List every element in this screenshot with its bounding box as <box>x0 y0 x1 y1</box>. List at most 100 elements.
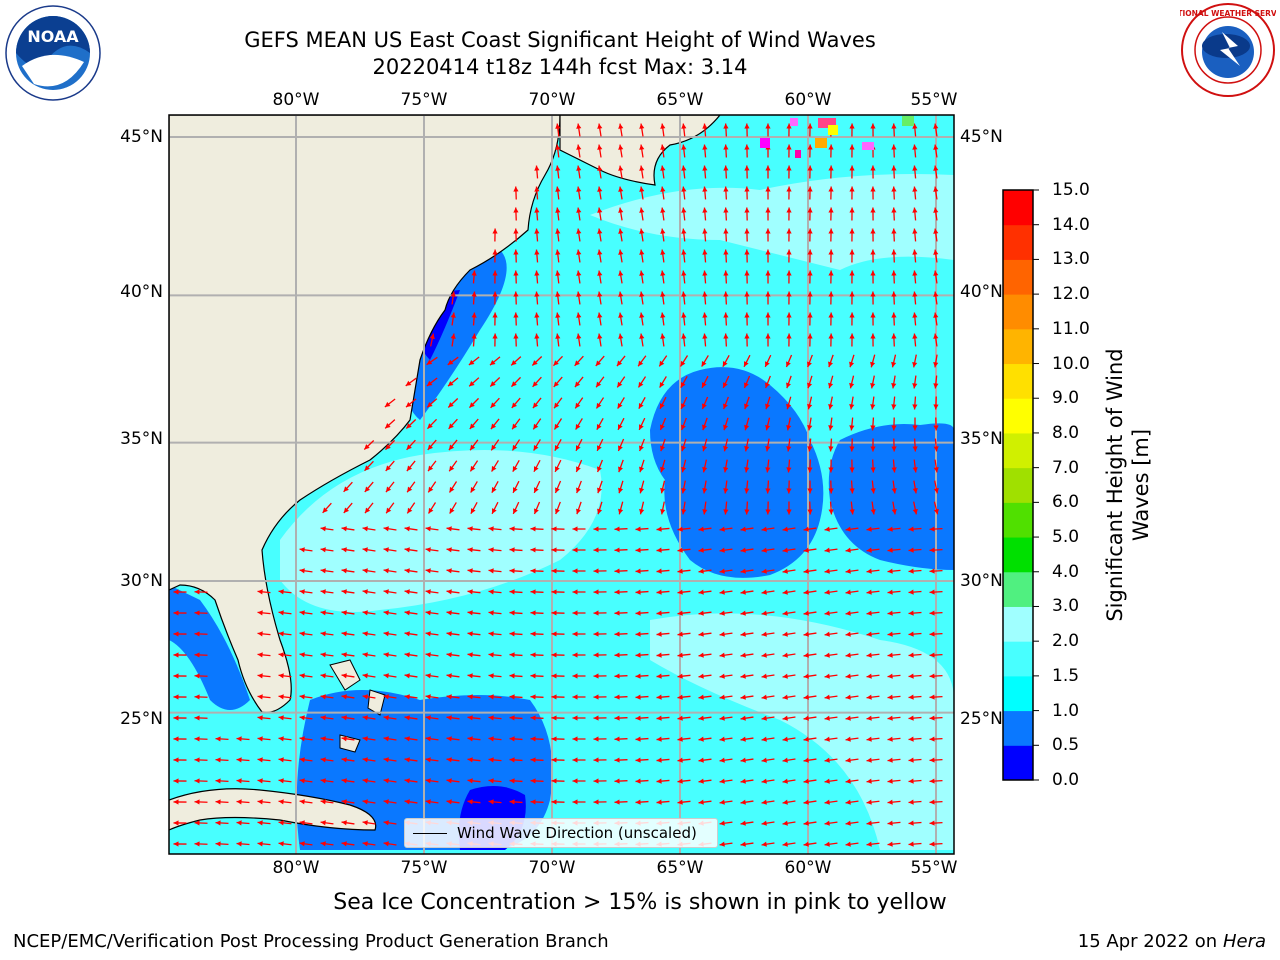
wave-direction-arrowhead <box>614 652 620 658</box>
wave-direction-arrowhead <box>761 568 767 574</box>
wave-direction-arrowhead <box>425 673 431 679</box>
wave-direction-arrowhead <box>362 589 368 595</box>
wave-direction-arrowhead <box>866 841 872 847</box>
wave-direction-arrowhead <box>723 186 729 192</box>
wave-direction-arrowhead <box>428 507 434 514</box>
wave-direction-arrowhead <box>929 568 935 574</box>
wave-direction-arrowhead <box>744 382 749 388</box>
wave-direction-arrowhead <box>660 333 666 339</box>
wave-direction-arrowhead <box>719 757 725 763</box>
wave-direction-arrowhead <box>341 568 347 574</box>
wave-direction-arrowhead <box>744 424 750 431</box>
wave-direction-arrowhead <box>257 673 263 679</box>
wave-direction-arrowhead <box>173 610 179 616</box>
wave-direction-arrowhead <box>572 715 578 721</box>
wave-direction-arrowhead <box>828 333 834 339</box>
wave-direction-arrowhead <box>215 736 221 742</box>
wave-direction-arrowhead <box>341 820 347 826</box>
wave-direction-arrowhead <box>677 799 683 805</box>
wave-direction-arrowhead <box>786 249 792 255</box>
wave-direction-arrowhead <box>639 165 645 171</box>
wave-direction-arrowhead <box>807 291 813 297</box>
wave-direction-arrowhead <box>698 736 704 742</box>
wave-direction-arrowhead <box>532 381 538 387</box>
wave-direction-arrowhead <box>555 270 561 276</box>
wave-direction-arrowhead <box>723 207 729 213</box>
colorbar-tick-label: 8.0 <box>1052 422 1080 443</box>
wave-direction-arrowhead <box>740 736 746 742</box>
wave-direction-arrowhead <box>618 186 624 192</box>
wave-direction-arrowhead <box>849 404 855 410</box>
wave-direction-arrowhead <box>614 526 620 532</box>
wave-direction-arrowhead <box>385 465 391 471</box>
lon-label-bottom: 70°W <box>528 858 576 878</box>
lon-label-bottom: 75°W <box>400 858 448 878</box>
wave-direction-arrowhead <box>828 291 834 297</box>
wave-direction-arrowhead <box>551 757 557 763</box>
wave-direction-arrowhead <box>786 488 792 494</box>
wave-direction-arrowhead <box>740 820 746 826</box>
wave-direction-arrowhead <box>677 673 683 679</box>
wave-direction-arrowhead <box>555 333 561 339</box>
wave-direction-arrowhead <box>320 715 326 721</box>
wave-direction-arrowhead <box>660 165 666 171</box>
wave-direction-arrowhead <box>912 333 918 339</box>
wave-direction-arrowhead <box>803 820 809 826</box>
wave-direction-arrowhead <box>807 165 813 171</box>
wave-direction-arrowhead <box>845 652 851 658</box>
wave-direction-arrowhead <box>807 228 813 234</box>
wave-direction-arrowhead <box>660 466 666 473</box>
wave-direction-arrowhead <box>891 467 897 473</box>
wave-direction-arrowhead <box>509 631 515 637</box>
wave-direction-arrowhead <box>362 820 368 826</box>
wave-direction-arrowhead <box>173 589 179 595</box>
wave-direction-arrowhead <box>236 778 242 784</box>
wave-direction-arrowhead <box>656 631 662 637</box>
wave-direction-arrowhead <box>659 381 665 388</box>
wave-direction-arrowhead <box>912 123 918 129</box>
wave-direction-arrowhead <box>635 547 641 553</box>
wave-direction-arrowhead <box>698 568 704 574</box>
wave-direction-arrowhead <box>807 467 813 473</box>
wave-direction-arrowhead <box>765 467 771 473</box>
colorbar-title: Significant Height of Wind Waves [m] <box>1103 348 1153 622</box>
wave-direction-arrowhead <box>912 291 918 297</box>
wave-direction-arrowhead <box>492 249 498 255</box>
wave-direction-arrowhead <box>807 312 813 318</box>
wave-direction-arrowhead <box>509 526 515 532</box>
wave-direction-arrowhead <box>912 508 918 515</box>
wave-direction-arrowhead <box>404 652 410 658</box>
colorbar-segment <box>1003 398 1033 434</box>
wave-direction-arrowhead <box>870 207 876 213</box>
wave-direction-arrowhead <box>908 673 914 679</box>
wave-direction-arrowhead <box>929 757 935 763</box>
wave-direction-arrowhead <box>701 360 707 367</box>
wave-direction-arrowhead <box>786 333 792 339</box>
lat-label-left: 35°N <box>120 429 163 449</box>
wave-direction-arrowhead <box>803 757 809 763</box>
wave-direction-arrowhead <box>512 466 518 472</box>
wave-direction-arrowhead <box>824 820 830 826</box>
wave-direction-arrowhead <box>635 757 641 763</box>
wave-direction-arrowhead <box>530 715 536 721</box>
wave-direction-arrowhead <box>639 249 645 255</box>
wave-direction-arrowhead <box>488 547 494 553</box>
wave-direction-arrowhead <box>681 291 687 297</box>
wave-direction-arrowhead <box>761 547 767 553</box>
wave-direction-arrowhead <box>870 509 876 515</box>
wave-direction-arrowhead <box>807 509 813 515</box>
wave-direction-arrowhead <box>870 467 876 473</box>
wave-direction-arrowhead <box>194 589 200 595</box>
wave-direction-arrowhead <box>660 403 665 409</box>
wave-direction-arrowhead <box>677 631 683 637</box>
wave-direction-arrowhead <box>740 694 746 700</box>
wave-direction-arrowhead <box>488 631 494 637</box>
wave-direction-arrowhead <box>618 144 624 150</box>
wave-direction-arrowhead <box>614 799 620 805</box>
wave-direction-arrowhead <box>406 465 413 472</box>
wave-direction-arrowhead <box>828 425 834 431</box>
wave-direction-arrowhead <box>404 799 410 805</box>
wave-direction-arrowhead <box>782 673 788 679</box>
wave-direction-arrowhead <box>572 757 578 763</box>
wave-direction-arrowhead <box>618 312 624 318</box>
